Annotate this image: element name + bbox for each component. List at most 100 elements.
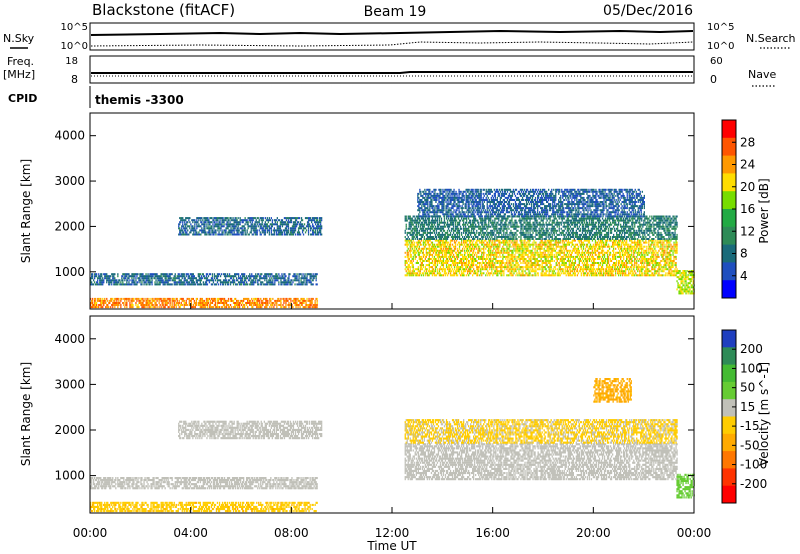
power-cell (530, 258, 532, 260)
power-cell (141, 283, 143, 286)
power-cell (153, 277, 155, 280)
power-cell (268, 231, 270, 234)
power-cell (565, 274, 567, 277)
power-cell (565, 262, 567, 264)
power-cell (266, 217, 268, 220)
power-cell (269, 219, 271, 222)
power-cell (291, 233, 294, 236)
power-cell (251, 223, 253, 226)
power-cell (294, 217, 297, 220)
power-cell (449, 241, 452, 244)
power-cell (455, 239, 458, 242)
power-cell (223, 302, 226, 304)
power-cell (483, 255, 485, 258)
power-cell (263, 231, 265, 234)
power-cell (525, 251, 527, 254)
power-cell (219, 223, 221, 226)
power-cell (114, 302, 116, 304)
power-cell (478, 270, 480, 273)
power-cell (249, 279, 251, 282)
power-cell (423, 253, 425, 256)
power-cell (267, 229, 269, 232)
power-cell (216, 281, 219, 284)
power-cell (426, 241, 428, 244)
power-cell (505, 258, 507, 260)
power-cell (228, 275, 231, 278)
power-cell (456, 249, 459, 252)
power-cell (454, 245, 457, 248)
power-cell (619, 241, 621, 244)
power-cell (247, 221, 249, 224)
power-cell (491, 272, 493, 275)
power-cell (292, 225, 295, 228)
power-cell (448, 264, 451, 267)
power-cell (256, 302, 258, 304)
power-cell (98, 275, 100, 278)
power-cell (294, 304, 296, 306)
power-cell (207, 279, 210, 282)
power-cell (462, 255, 464, 258)
power-cell (418, 270, 420, 273)
power-cell (225, 302, 228, 304)
power-cell (195, 281, 197, 284)
cpid-value: themis -3300 (95, 93, 184, 107)
power-cell (190, 306, 192, 309)
power-cell (312, 225, 314, 228)
power-cell (298, 227, 301, 230)
power-cell (242, 281, 244, 284)
power-cell (457, 268, 460, 271)
power-cell (429, 266, 431, 269)
power-cell (241, 279, 243, 282)
power-cell (232, 302, 235, 304)
power-cell (114, 279, 116, 282)
power-cell (220, 306, 223, 309)
power-cell (175, 304, 177, 306)
power-cell (521, 241, 523, 244)
power-cell (188, 299, 190, 302)
power-cell (285, 306, 287, 309)
power-cell (476, 245, 478, 248)
power-cell (159, 304, 161, 306)
power-cell (257, 297, 259, 300)
power-cell (174, 299, 176, 302)
power-cell (451, 239, 454, 242)
power-cell (214, 299, 217, 302)
power-cell (270, 233, 272, 236)
power-cell (550, 264, 552, 267)
power-cell (204, 302, 207, 304)
nave-tick-hi: 60 (710, 56, 723, 67)
power-cell (443, 249, 446, 252)
power-cell (295, 275, 297, 278)
power-cell (186, 233, 188, 236)
power-cell (442, 243, 445, 246)
power-cell (464, 274, 466, 277)
date-title: 05/Dec/2016 (603, 3, 693, 19)
power-cell (143, 283, 145, 286)
power-cell (260, 281, 262, 284)
power-cell (120, 299, 122, 302)
power-cell (167, 281, 169, 284)
power-cell (545, 241, 547, 244)
power-cell (257, 225, 259, 228)
power-cell (243, 306, 245, 309)
power-cell (467, 251, 469, 254)
power-cell (235, 225, 237, 228)
power-cell (604, 274, 607, 277)
power-cell (202, 306, 204, 309)
power-cell (146, 306, 148, 309)
power-cell (444, 245, 447, 248)
power-cell (287, 229, 290, 232)
power-cell (426, 268, 428, 271)
power-cell (287, 219, 290, 222)
power-cell (166, 275, 168, 278)
power-cell (458, 262, 461, 264)
power-cell (450, 266, 453, 269)
power-cell (109, 283, 111, 286)
power-cell (223, 225, 225, 228)
power-cell (154, 277, 156, 280)
power-cell (433, 260, 436, 262)
power-cell (182, 297, 184, 300)
power-cell (138, 297, 140, 300)
power-cell (317, 219, 319, 222)
power-cell (418, 272, 420, 275)
